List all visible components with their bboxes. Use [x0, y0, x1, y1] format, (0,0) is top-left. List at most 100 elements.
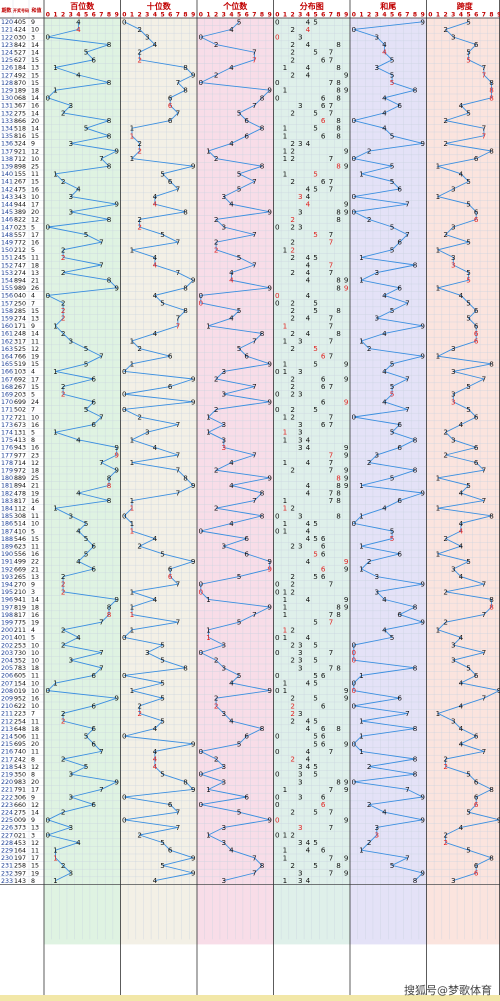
header-digit: 2 — [214, 12, 218, 19]
dist-marker: 5 — [313, 359, 318, 368]
sum-cell: 14 — [31, 597, 39, 604]
dist-marker: 3 — [298, 420, 303, 429]
header-number: 开奖号码 — [13, 7, 29, 13]
number-cell: 766 — [14, 354, 26, 361]
sum-cell: 12 — [31, 460, 39, 467]
dist-marker: 6 — [321, 701, 326, 710]
period-cell: 211 — [1, 711, 13, 718]
dist-marker: 1 — [283, 124, 288, 133]
dist-marker: 1 — [283, 679, 288, 688]
sum-cell: 16 — [31, 612, 39, 619]
period-cell: 224 — [1, 810, 13, 817]
number-cell: 250 — [14, 300, 26, 307]
marker-tail: 0 — [352, 777, 357, 786]
sum-cell: 22 — [31, 559, 39, 566]
sum-cell: 7 — [31, 300, 35, 307]
dist-marker: 2 — [290, 694, 295, 703]
trend-line-tail — [352, 21, 425, 881]
sum-cell: 5 — [31, 224, 35, 231]
marker-hundreds: 2 — [61, 572, 66, 581]
marker-span: 2 — [443, 534, 448, 543]
marker-units: 0 — [199, 527, 204, 536]
marker-hundreds: 9 — [114, 443, 119, 452]
marker-hundreds: 0 — [46, 815, 51, 824]
marker-span: 4 — [459, 679, 464, 688]
number-cell: 189 — [14, 88, 26, 95]
marker-span: 8 — [489, 785, 494, 794]
marker-units: 1 — [206, 413, 211, 422]
marker-span: 3 — [451, 717, 456, 726]
marker-tens: 4 — [153, 253, 158, 262]
period-cell: 184 — [1, 506, 13, 513]
number-cell: 870 — [14, 80, 26, 87]
dist-marker: 5 — [313, 732, 318, 741]
number-cell: 401 — [14, 635, 26, 642]
dist-marker: 0 — [275, 831, 280, 840]
number-cell: 478 — [14, 490, 26, 497]
header-digit: 3 — [222, 12, 226, 19]
marker-units: 3 — [221, 367, 226, 376]
sum-cell: 8 — [31, 437, 35, 444]
period-cell: 151 — [1, 255, 13, 262]
marker-tens: 6 — [168, 177, 173, 186]
dist-marker: 3 — [298, 511, 303, 520]
marker-span: 5 — [466, 382, 471, 391]
marker-units: 9 — [267, 283, 272, 292]
dist-marker: 6 — [321, 671, 326, 680]
number-cell: 245 — [14, 255, 26, 262]
period-cell: 178 — [1, 460, 13, 467]
marker-span: 4 — [459, 724, 464, 733]
dist-marker: 4 — [306, 481, 311, 490]
marker-hundreds: 3 — [68, 869, 73, 878]
marker-span: 2 — [443, 116, 448, 125]
dist-marker: 3 — [298, 337, 303, 346]
dist-marker: 5 — [313, 344, 318, 353]
marker-hundreds: 4 — [76, 17, 81, 26]
dist-marker: 4 — [306, 40, 311, 49]
marker-units: 7 — [252, 337, 257, 346]
sum-cell: 11 — [31, 749, 39, 756]
marker-tens: 7 — [176, 808, 181, 817]
dist-marker: 2 — [290, 223, 295, 232]
marker-span: 6 — [474, 306, 479, 315]
marker-hundreds: 8 — [107, 610, 112, 619]
number-cell: 389 — [14, 209, 26, 216]
marker-hundreds: 2 — [61, 808, 66, 817]
marker-hundreds: 9 — [114, 595, 119, 604]
number-cell: 308 — [14, 513, 26, 520]
marker-tail: 7 — [405, 299, 410, 308]
marker-hundreds: 0 — [46, 33, 51, 42]
dist-marker: 1 — [283, 245, 288, 254]
period-cell: 197 — [1, 604, 13, 611]
marker-span: 6 — [474, 207, 479, 216]
marker-tail: 3 — [374, 314, 379, 323]
markers-hundreds: 4408561481032858397812439380572272890222… — [46, 17, 120, 885]
dist-marker: 4 — [306, 557, 311, 566]
marker-span: 3 — [451, 397, 456, 406]
dist-marker: 7 — [329, 337, 334, 346]
marker-hundreds: 8 — [107, 78, 112, 87]
marker-units: 4 — [229, 458, 234, 467]
marker-tens: 5 — [160, 717, 165, 726]
number-cell: 373 — [14, 825, 26, 832]
dist-marker: 1 — [283, 63, 288, 72]
dist-marker: 1 — [283, 86, 288, 95]
dist-marker: 7 — [329, 382, 334, 391]
marker-tail: 0 — [352, 519, 357, 528]
period-cell: 215 — [1, 741, 13, 748]
period-cell: 230 — [1, 855, 13, 862]
dist-marker: 8 — [336, 116, 341, 125]
marker-units: 7 — [252, 177, 257, 186]
marker-hundreds: 2 — [61, 861, 66, 870]
dist-marker: 7 — [329, 352, 334, 361]
marker-units: 5 — [237, 671, 242, 680]
marker-span: 1 — [436, 473, 441, 482]
marker-hundreds: 3 — [68, 770, 73, 779]
dist-marker: 6 — [321, 93, 326, 102]
marker-span: 3 — [451, 435, 456, 444]
marker-units: 5 — [237, 169, 242, 178]
period-cell: 131 — [1, 103, 13, 110]
marker-tail: 9 — [420, 139, 425, 148]
period-cell: 144 — [1, 202, 13, 209]
dist-marker: 3 — [298, 428, 303, 437]
